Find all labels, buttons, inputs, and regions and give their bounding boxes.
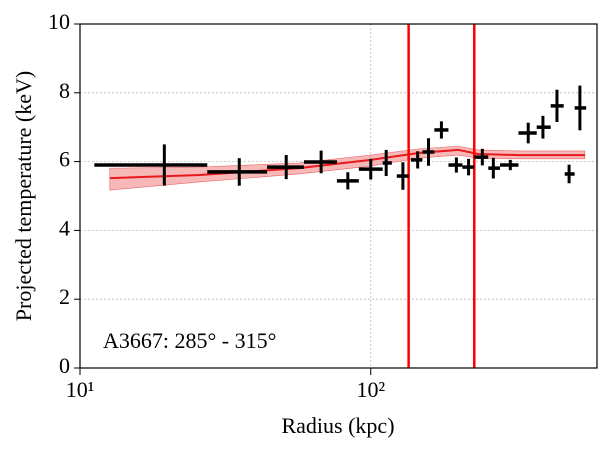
y-tick-label: 6 [59,147,70,172]
x-tick-label: 10² [356,377,385,402]
model-band [109,145,586,191]
plot-frame [79,23,598,369]
y-tick-label: 10 [48,9,70,34]
y-tick-label: 8 [59,78,70,103]
y-tick-label: 4 [59,215,70,240]
x-tick-label: 10¹ [66,377,95,402]
annotation: A3667: 285° - 315° [103,328,276,353]
y-tick-label: 2 [59,284,70,309]
y-axis-label: Projected temperature (keV) [11,71,36,321]
y-tick-label: 0 [59,353,70,378]
x-axis-label: Radius (kpc) [281,413,394,438]
